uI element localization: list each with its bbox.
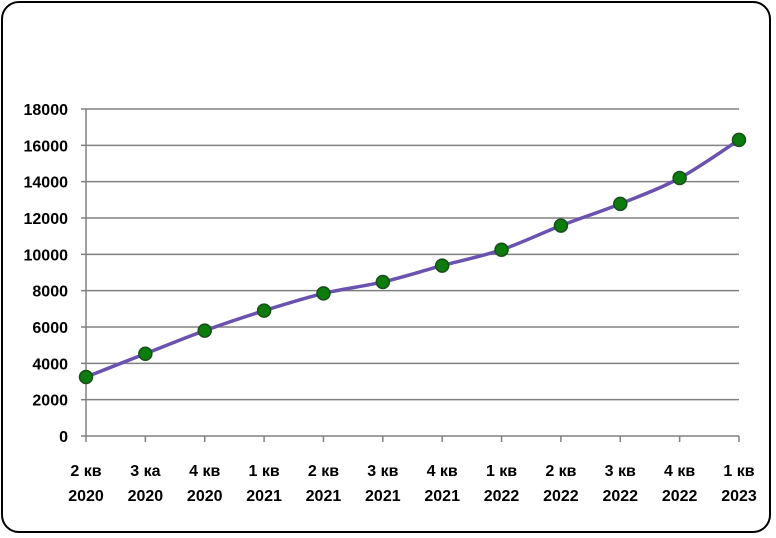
x-tick-label: 4 кв 2022	[662, 463, 698, 505]
data-point	[613, 196, 628, 212]
y-tick-label: 14000	[24, 175, 69, 192]
y-tick-label: 0	[59, 429, 68, 446]
x-tick-label: 1 кв 2023	[721, 463, 757, 505]
y-tick-label: 4000	[32, 356, 68, 373]
data-point	[553, 218, 569, 233]
x-tick-label: 1 кв 2022	[484, 463, 520, 505]
y-tick-label: 16000	[24, 138, 69, 155]
x-tick-label: 4 кв 2021	[424, 463, 460, 505]
data-point	[138, 346, 153, 361]
x-tick-label: 1 кв 2021	[246, 463, 282, 505]
y-tick-label: 8000	[32, 284, 68, 301]
data-point	[316, 286, 331, 301]
x-tick-label: 2 кв 2022	[543, 463, 579, 505]
x-tick-label: 2 кв 2020	[68, 463, 104, 505]
y-tick-label: 12000	[24, 211, 69, 228]
data-point	[434, 258, 450, 273]
data-point	[672, 170, 687, 186]
data-point	[731, 132, 747, 148]
data-point	[78, 369, 94, 385]
data-point	[494, 242, 509, 258]
x-tick-label: 2 кв 2021	[306, 463, 342, 505]
x-tick-label: 3 кв 2021	[365, 463, 401, 505]
x-tick-label: 4 кв 2020	[187, 463, 223, 505]
data-point	[197, 323, 212, 338]
series-line	[85, 138, 740, 379]
x-tick-label: 3 кв 2022	[602, 463, 638, 505]
y-tick-label: 10000	[24, 247, 69, 264]
x-tick-label: 3 ка 2020	[128, 463, 164, 505]
data-point	[256, 303, 272, 318]
y-tick-label: 18000	[24, 102, 69, 119]
y-tick-label: 6000	[32, 320, 68, 337]
y-tick-label: 2000	[32, 393, 68, 410]
data-point	[375, 274, 391, 290]
